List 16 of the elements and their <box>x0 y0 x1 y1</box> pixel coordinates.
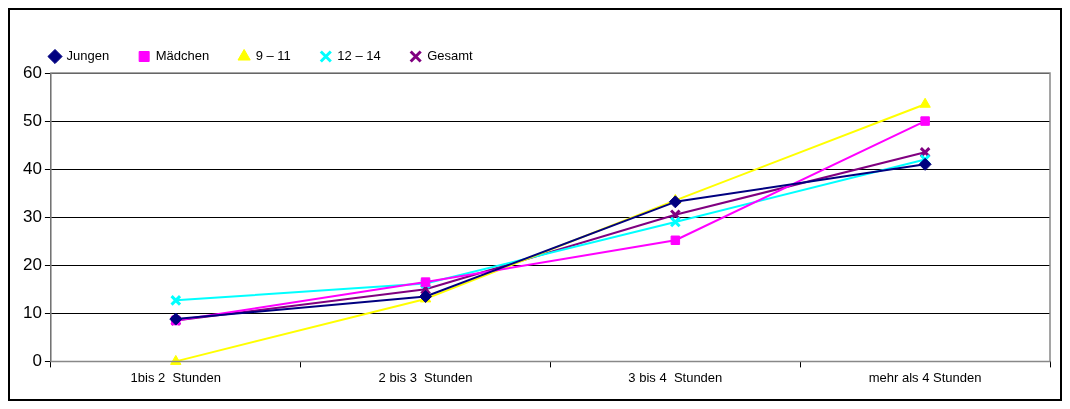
legend-label: Jungen <box>66 48 110 64</box>
x-tick-label: mehr als 4 Stunden <box>868 369 982 385</box>
y-tick-label: 40 <box>22 158 42 178</box>
x-tick-label: 2 bis 3 Stunden <box>378 369 473 385</box>
legend-label: 12 – 14 <box>337 48 381 64</box>
x-tick-label: 1bis 2 Stunden <box>130 369 221 385</box>
x-tick-label: 3 bis 4 Stunden <box>628 369 723 385</box>
y-tick-label: 10 <box>22 303 42 323</box>
y-tick-label: 20 <box>22 254 42 274</box>
y-tick-label: 50 <box>22 110 42 130</box>
legend-label: Mädchen <box>155 48 210 64</box>
y-tick-label: 60 <box>22 62 42 82</box>
y-tick-label: 30 <box>22 206 42 226</box>
legend-label: 9 – 11 <box>255 48 291 64</box>
y-tick-label: 0 <box>32 351 42 371</box>
legend-label: Gesamt <box>427 48 474 64</box>
